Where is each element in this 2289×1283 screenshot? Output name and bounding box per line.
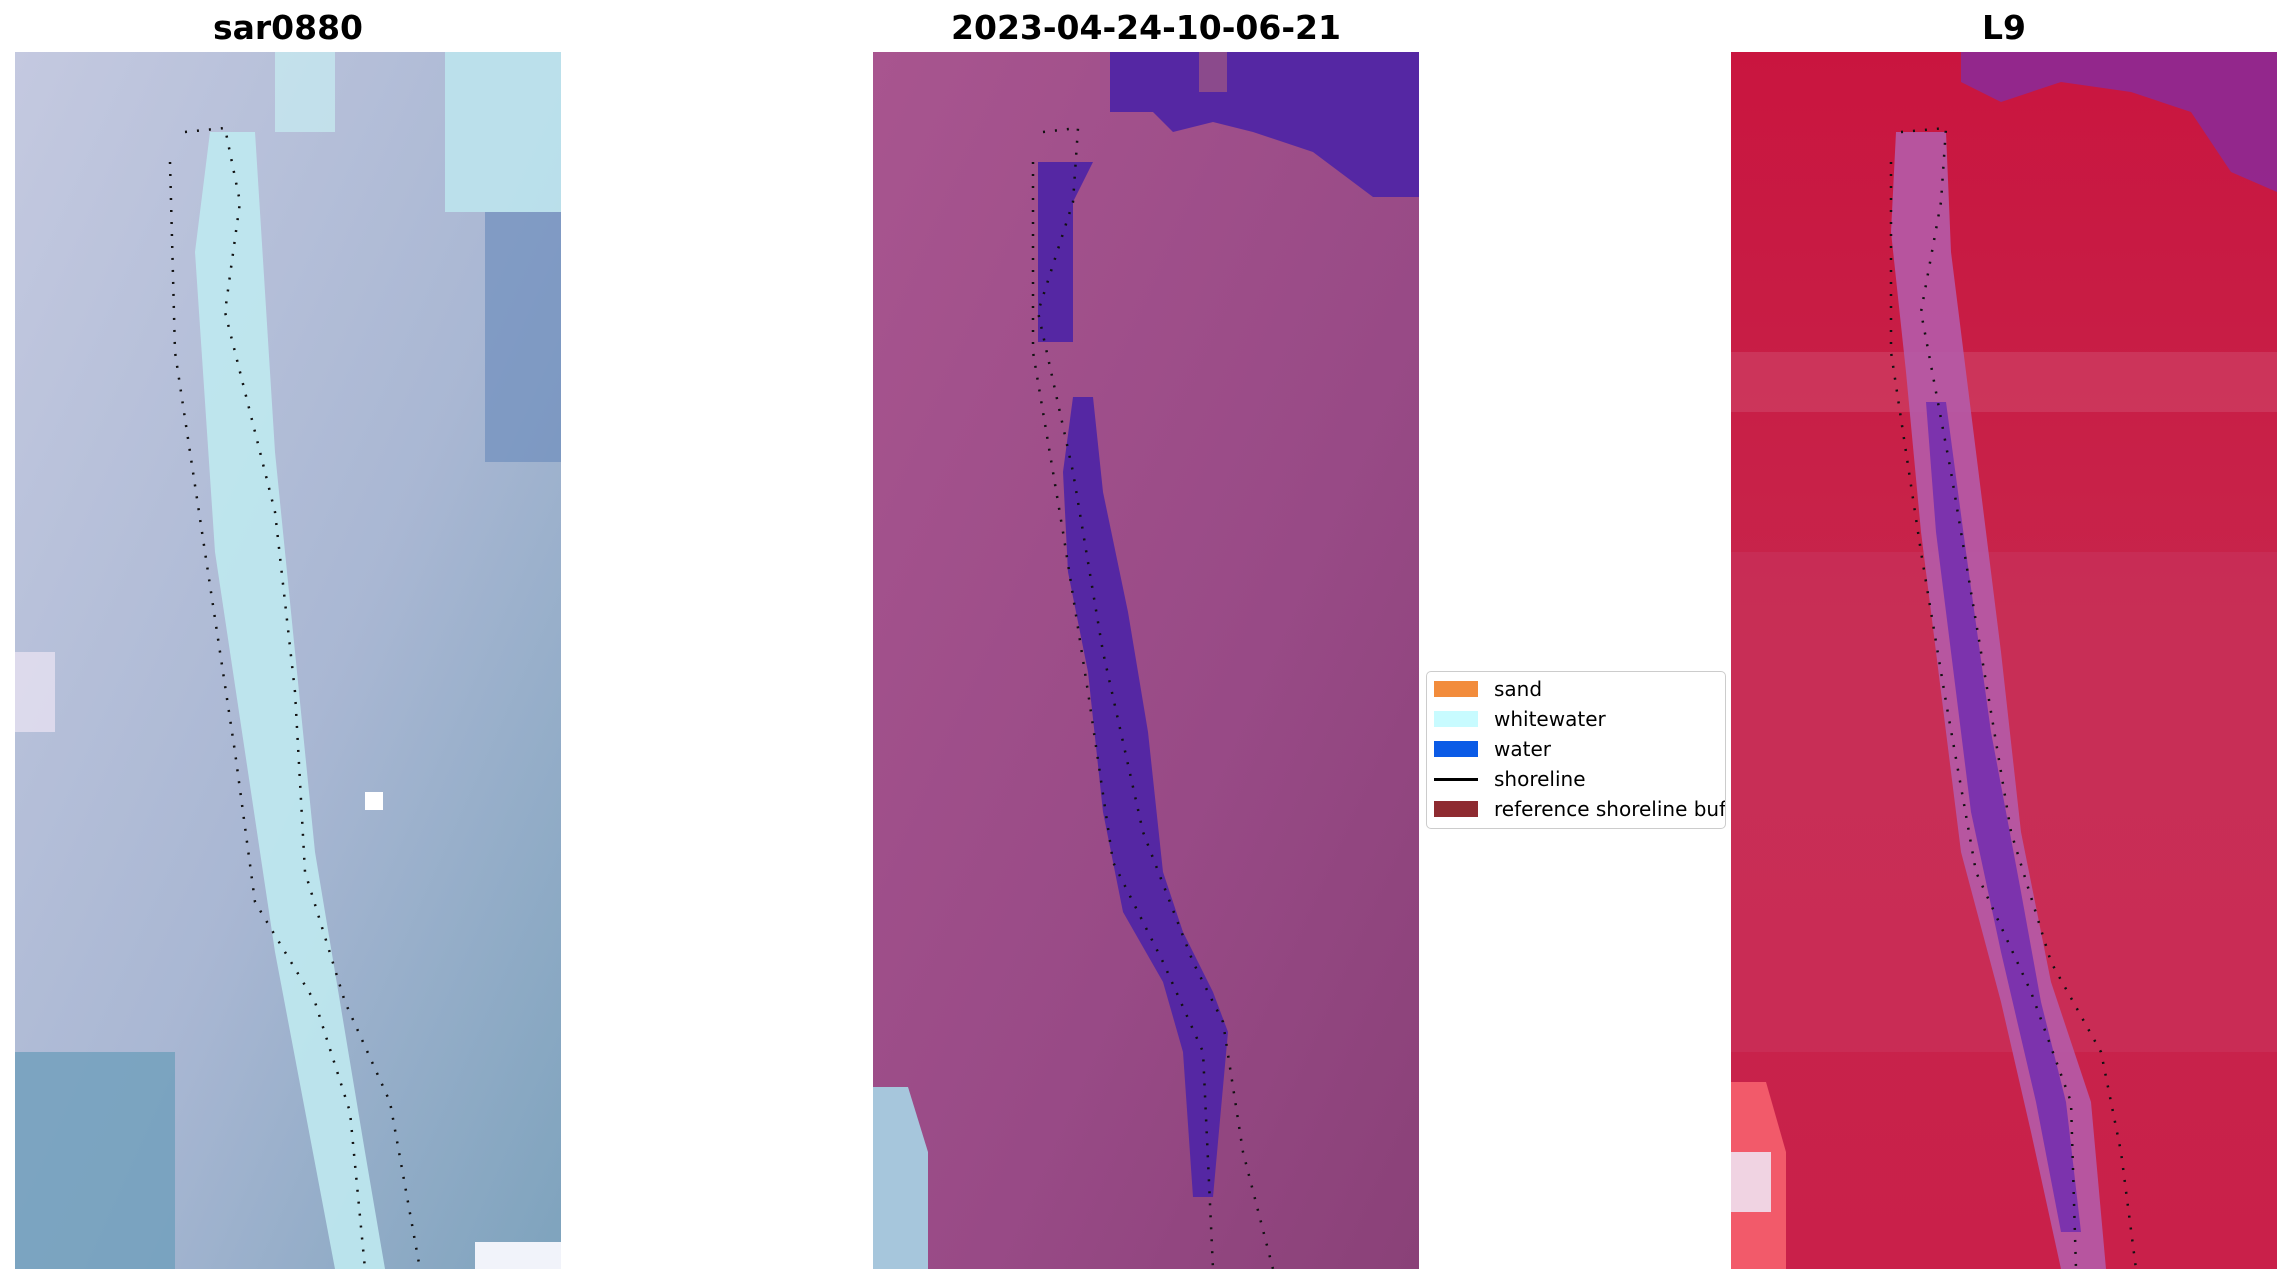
legend-item-sand: sand	[1434, 676, 1542, 702]
legend-item-whitewater: whitewater	[1434, 706, 1606, 732]
legend-label: sand	[1494, 677, 1543, 701]
sand-swatch	[1434, 681, 1478, 697]
legend-label: shoreline	[1494, 767, 1586, 791]
water-swatch	[1434, 741, 1478, 757]
reference-buffer-swatch	[1434, 801, 1478, 817]
shoreline-line-swatch	[1434, 777, 1478, 781]
panel-title-1: sar0880	[212, 8, 364, 47]
legend-item-water: water	[1434, 736, 1551, 762]
legend-label: whitewater	[1494, 707, 1606, 731]
false-color-image	[1731, 52, 2277, 1269]
classified-image	[873, 52, 1419, 1269]
legend-item-reference-shoreline-buffer: reference shoreline buffer	[1434, 796, 1726, 822]
whitewater-swatch	[1434, 711, 1478, 727]
panel-title-2: 2023-04-24-10-06-21	[951, 8, 1341, 47]
legend: sand whitewater water shoreline referenc…	[1426, 671, 1726, 829]
legend-item-shoreline: shoreline	[1434, 766, 1586, 792]
legend-label: reference shoreline buffer	[1494, 797, 1726, 821]
rgb-satellite-image	[15, 52, 561, 1269]
panel-title-3: L9	[1982, 8, 2026, 47]
legend-label: water	[1494, 737, 1551, 761]
